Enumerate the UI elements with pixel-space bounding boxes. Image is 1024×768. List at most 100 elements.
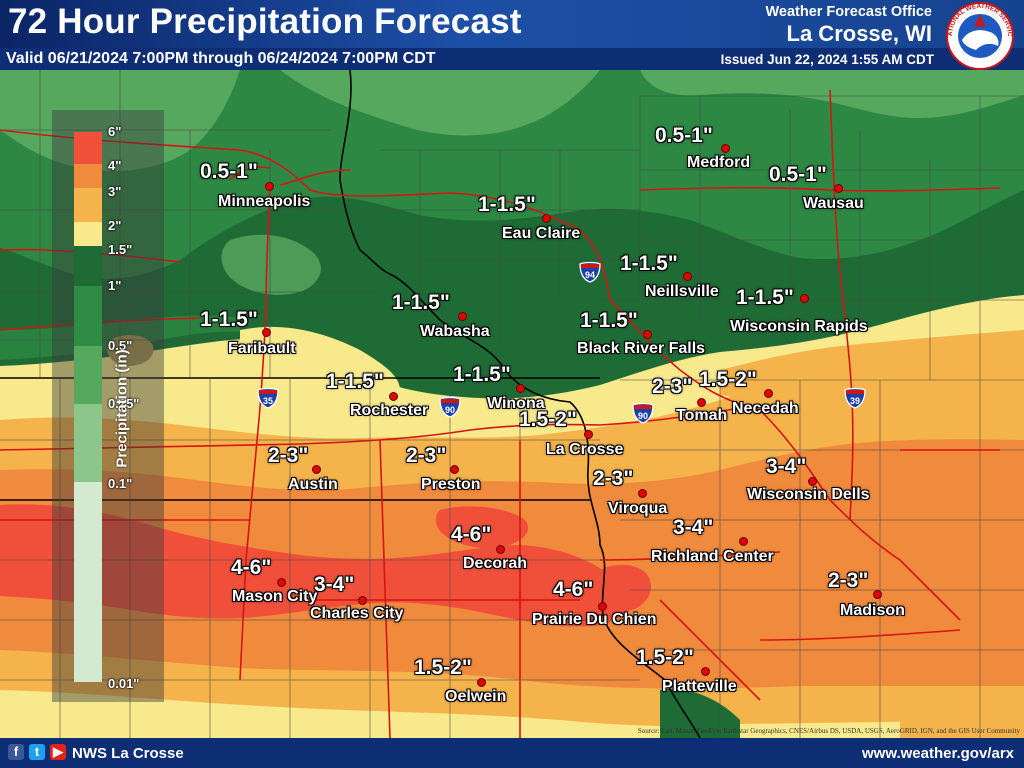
city-label: Neillsville (645, 283, 719, 300)
interstate-label: 90 (445, 405, 455, 415)
amount-label: 1-1.5" (200, 308, 258, 331)
city-marker (598, 602, 607, 611)
amount-label: 1-1.5" (392, 291, 450, 314)
legend-title: Precipitation (in) (113, 349, 131, 468)
city-label: Richland Center (651, 548, 774, 565)
city-marker (312, 465, 321, 474)
interstate-label: 35 (263, 396, 273, 406)
legend-panel (52, 110, 164, 702)
city-marker (265, 182, 274, 191)
city-marker (683, 272, 692, 281)
amount-label: 4-6" (231, 556, 272, 579)
city-marker (262, 328, 271, 337)
legend-swatch (74, 286, 102, 346)
city-marker (458, 312, 467, 321)
website-link[interactable]: www.weather.gov/arx (862, 745, 1014, 762)
amount-label: 4-6" (451, 523, 492, 546)
city-marker (873, 590, 882, 599)
valid-time-bar (0, 48, 1024, 70)
city-marker (701, 667, 710, 676)
legend-label: 0.1" (108, 476, 133, 491)
city-label: Faribault (228, 340, 296, 357)
legend-swatch (74, 188, 102, 222)
legend-swatch (74, 482, 102, 682)
city-label: Charles City (310, 605, 404, 622)
amount-label: 2-3" (652, 375, 693, 398)
nws-logo: NATIONAL WEATHER SERVICE (940, 0, 1014, 70)
interstate-label: 39 (850, 396, 860, 406)
interstate-90-shield: 90 (632, 402, 654, 424)
amount-label: 3-4" (766, 455, 807, 478)
amount-label: 3-4" (673, 516, 714, 539)
amount-label: 1-1.5" (453, 363, 511, 386)
city-marker (516, 384, 525, 393)
amount-label: 2-3" (406, 444, 447, 467)
city-label: Black River Falls (577, 340, 706, 357)
city-label: Winona (487, 395, 545, 412)
city-marker (697, 398, 706, 407)
office-city: La Crosse, WI (786, 21, 932, 46)
city-marker (584, 430, 593, 439)
legend-label: 1.5" (108, 242, 133, 257)
city-marker (638, 489, 647, 498)
city-marker (721, 144, 730, 153)
city-marker (643, 330, 652, 339)
footer-bar (0, 738, 1024, 768)
city-label: Tomah (676, 407, 728, 424)
interstate-label: 94 (585, 270, 595, 280)
youtube-icon[interactable]: ▶ (50, 744, 66, 760)
amount-label: 1-1.5" (620, 252, 678, 275)
amount-label: 2-3" (828, 569, 869, 592)
city-label: Necedah (732, 400, 799, 417)
legend-label: 0.25" (108, 396, 140, 411)
issued-time: Issued Jun 22, 2024 1:55 AM CDT (720, 52, 934, 67)
legend-swatch (74, 132, 102, 164)
city-label: Austin (288, 476, 338, 493)
interstate-39-shield: 39 (844, 387, 866, 409)
legend-label: 1" (108, 278, 122, 293)
header-bar (0, 0, 1024, 48)
city-marker (739, 537, 748, 546)
legend-label: 3" (108, 184, 122, 199)
city-label: Preston (421, 476, 481, 493)
city-label: Madison (840, 602, 905, 619)
city-label: Wabasha (420, 323, 490, 340)
amount-label: 1-1.5" (736, 286, 794, 309)
city-label: Rochester (350, 402, 429, 419)
map-attribution: Source: Esri, Maxar, GeoEye, Earthstar G… (637, 727, 1020, 735)
amount-label: 3-4" (314, 573, 355, 596)
city-label: Viroqua (608, 500, 668, 517)
city-marker (496, 545, 505, 554)
twitter-icon[interactable]: t (29, 744, 45, 760)
facebook-icon[interactable]: f (8, 744, 24, 760)
amount-label: 1-1.5" (478, 193, 536, 216)
amount-label: 4-6" (553, 578, 594, 601)
amount-label: 2-3" (593, 467, 634, 490)
city-label: Prairie Du Chien (532, 611, 657, 628)
city-label: Decorah (463, 555, 528, 572)
legend-swatch (74, 246, 102, 286)
city-marker (764, 389, 773, 398)
city-marker (834, 184, 843, 193)
legend-swatch (74, 346, 102, 404)
legend-label: 0.01" (108, 676, 140, 691)
office-name: Weather Forecast Office (765, 4, 932, 20)
city-label: Eau Claire (502, 225, 581, 242)
city-label: Medford (687, 154, 751, 171)
city-marker (389, 392, 398, 401)
city-marker (800, 294, 809, 303)
interstate-90-shield: 90 (439, 396, 461, 418)
amount-label: 1.5-2" (519, 408, 577, 431)
legend-label: 2" (108, 218, 122, 233)
city-label: Mason City (232, 588, 318, 605)
city-marker (450, 465, 459, 474)
city-label: Minneapolis (218, 193, 311, 210)
city-marker (808, 477, 817, 486)
city-marker (358, 596, 367, 605)
amount-label: 2-3" (268, 444, 309, 467)
city-label: Platteville (662, 678, 737, 695)
amount-label: 1-1.5" (326, 370, 384, 393)
amount-label: 0.5-1" (655, 124, 713, 147)
city-label: Wisconsin Dells (747, 486, 870, 503)
